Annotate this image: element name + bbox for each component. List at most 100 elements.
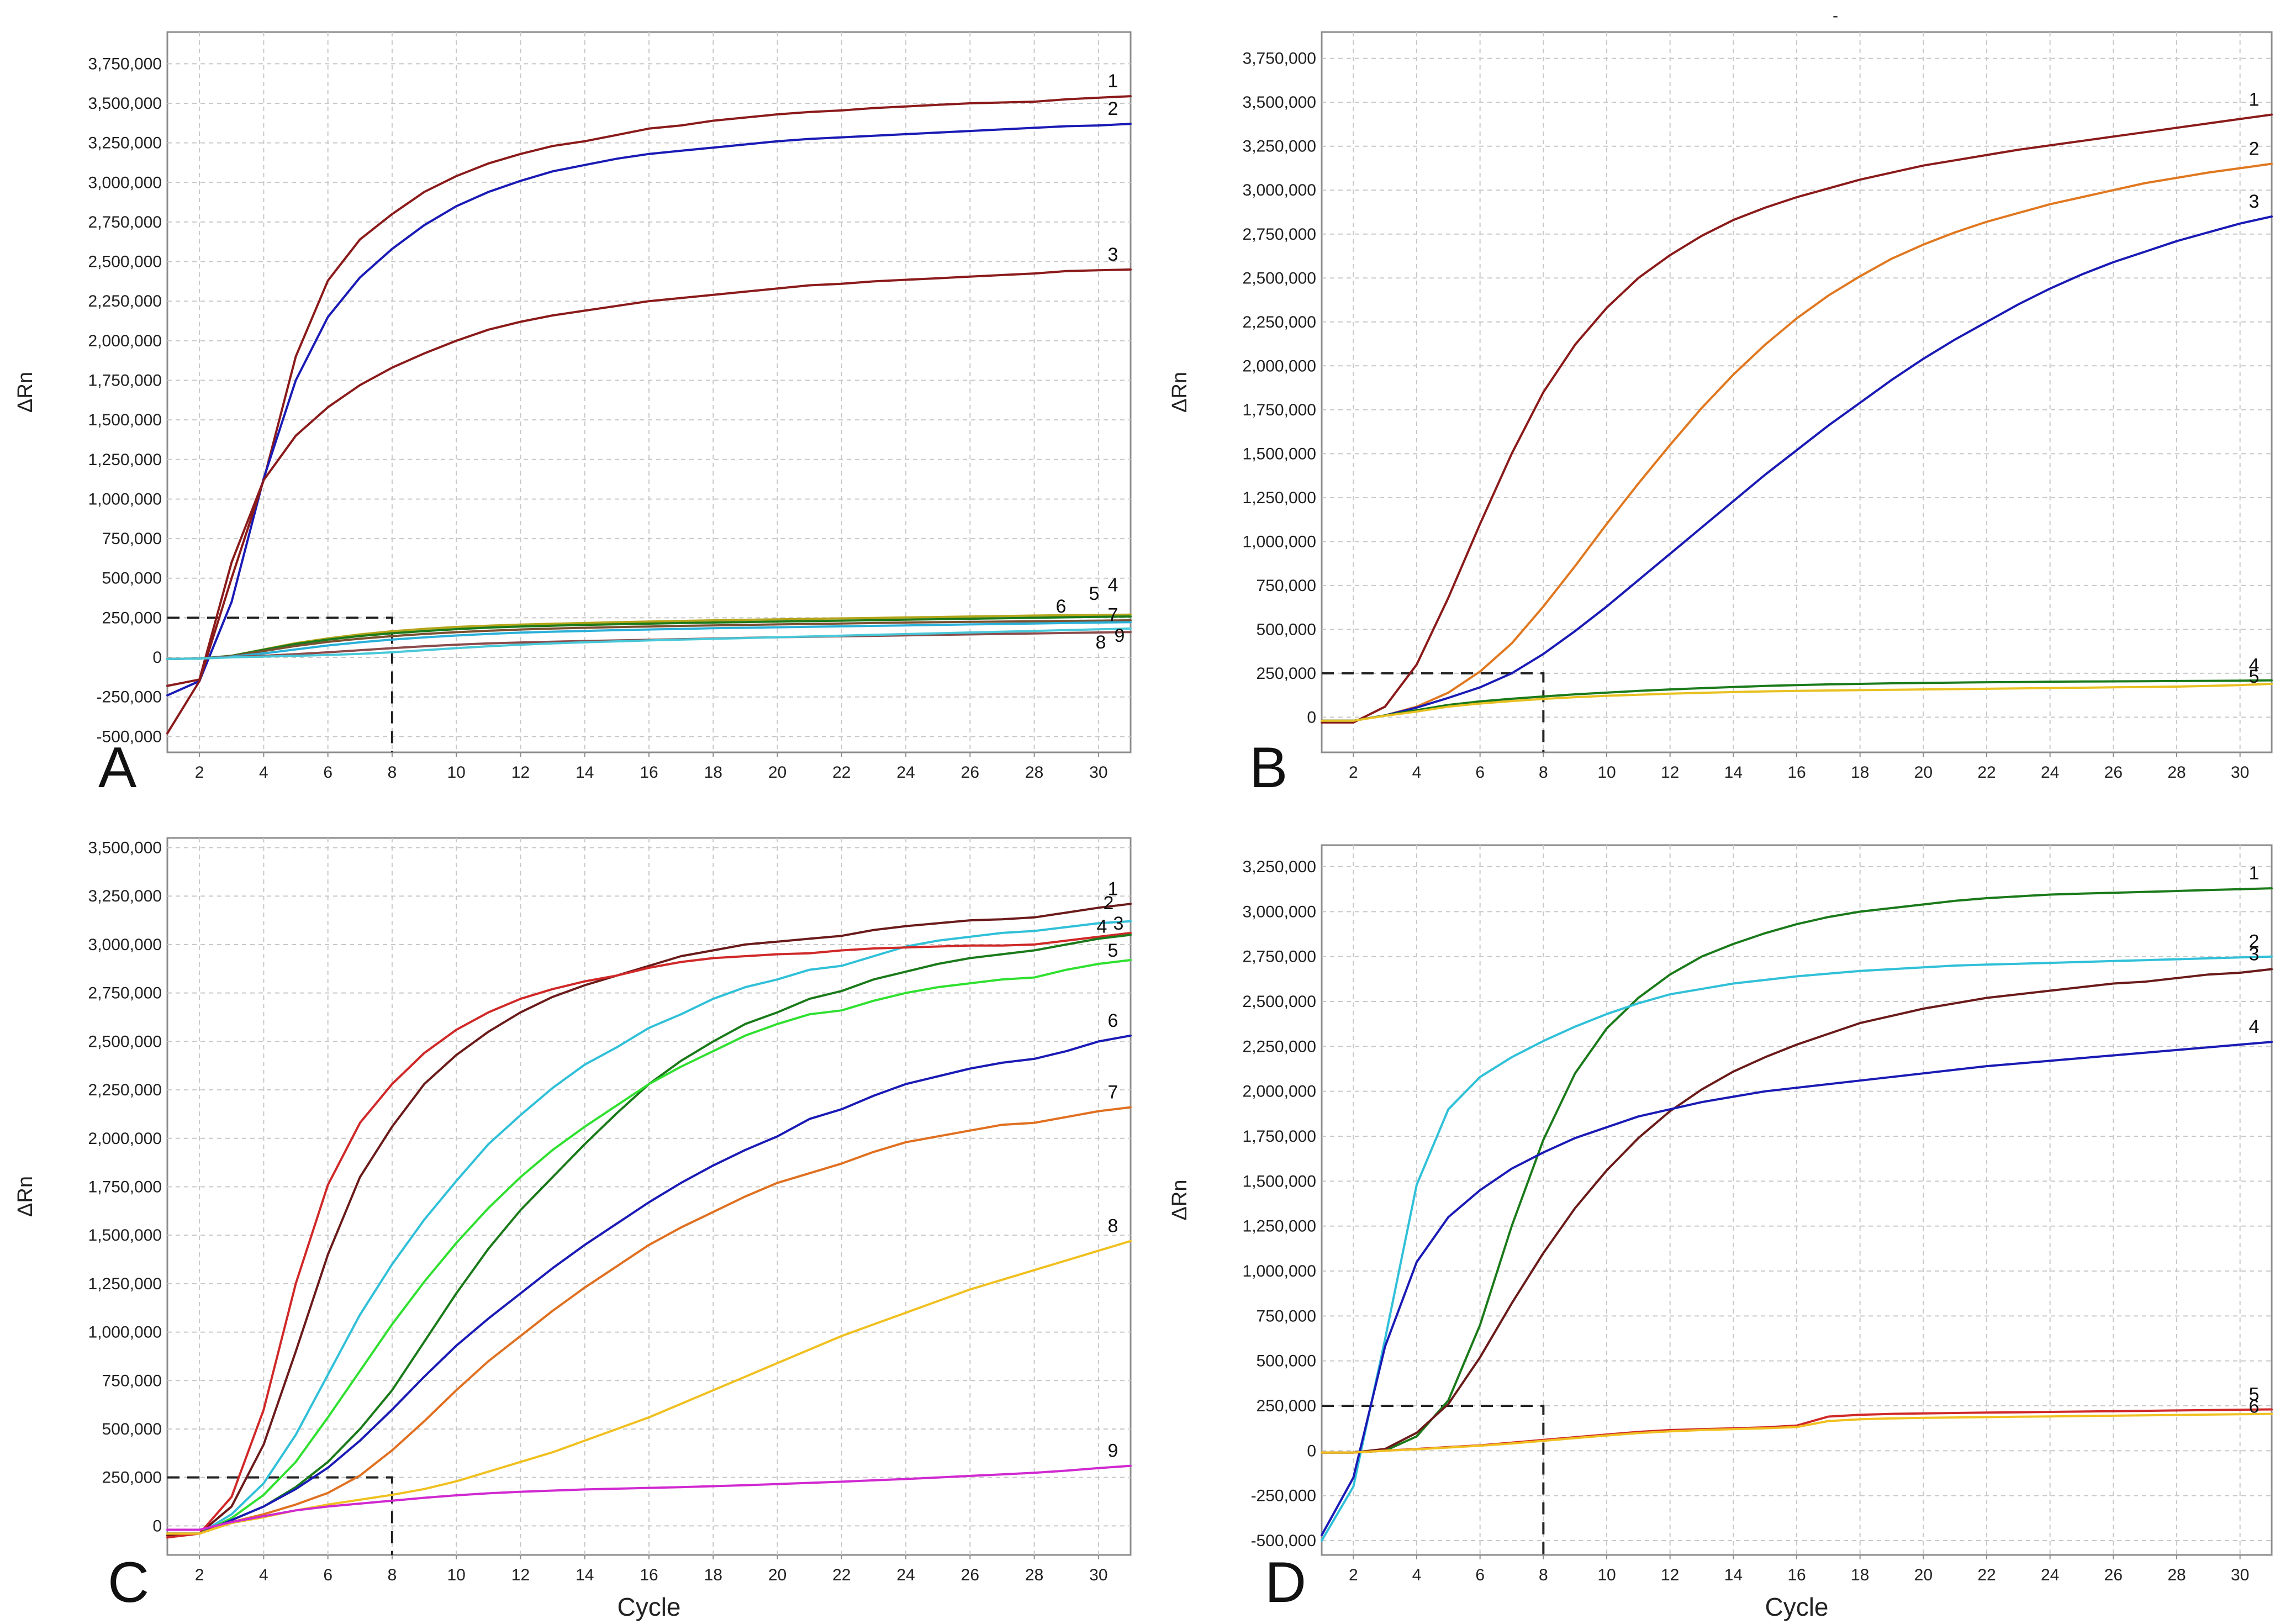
y-tick-label: 500,000 — [102, 1420, 162, 1438]
y-axis-title: ΔRn — [14, 372, 37, 413]
x-tick-label: 2 — [1349, 763, 1358, 782]
y-tick-label: 0 — [1307, 1442, 1316, 1460]
series-label-2: 2 — [2249, 931, 2260, 952]
x-tick-label: 16 — [1787, 763, 1806, 782]
y-tick-label: 3,250,000 — [1243, 858, 1316, 876]
y-tick-label: 3,500,000 — [88, 94, 162, 113]
y-tick-label: 2,500,000 — [1243, 993, 1316, 1011]
y-tick-label: 3,250,000 — [88, 134, 162, 152]
series-line-9 — [166, 1464, 1132, 1531]
series-label-4: 4 — [2249, 655, 2260, 676]
y-axis-title: ΔRn — [14, 1176, 37, 1217]
x-tick-label: 6 — [323, 1566, 332, 1584]
y-tick-label: 1,750,000 — [1243, 401, 1316, 419]
panel-A: -500,000 -250,000 0 250,000 500,000 750,000 1,… — [14, 31, 1132, 800]
y-tick-label: 1,750,000 — [88, 1178, 162, 1196]
x-tick-label: 10 — [1597, 763, 1616, 782]
y-tick-label: 1,000,000 — [88, 1324, 162, 1342]
y-tick-label: 1,250,000 — [1243, 489, 1316, 507]
x-tick-label: 24 — [2041, 763, 2059, 782]
series-line-6 — [166, 619, 1132, 660]
series-line-7 — [166, 1106, 1132, 1535]
y-tick-label: 2,750,000 — [88, 213, 162, 231]
series-line-4 — [1321, 679, 2273, 722]
x-tick-label: 2 — [1349, 1566, 1358, 1584]
x-tick-label: 20 — [1914, 1566, 1933, 1584]
x-tick-label: 16 — [640, 763, 658, 782]
series-line-1 — [1321, 887, 2273, 1454]
x-tick-label: 24 — [2041, 1566, 2059, 1584]
x-tick-label: 8 — [1539, 1566, 1548, 1584]
series-label-1: 1 — [1108, 71, 1118, 92]
x-tick-label: 28 — [1025, 763, 1043, 782]
chart-title: - — [1833, 7, 1838, 25]
y-tick-label: 3,000,000 — [1243, 181, 1316, 199]
series-label-7: 7 — [1108, 604, 1118, 625]
x-tick-label: 28 — [2167, 763, 2186, 782]
x-tick-label: 14 — [1724, 763, 1743, 782]
y-tick-label: 2,000,000 — [88, 1130, 162, 1148]
y-tick-label: 500,000 — [102, 570, 162, 588]
series-label-1: 1 — [2249, 863, 2260, 884]
x-tick-label: 4 — [259, 763, 268, 782]
threshold-line — [1322, 672, 1545, 752]
x-tick-label: 20 — [768, 763, 787, 782]
y-tick-label: 0 — [152, 1517, 162, 1535]
y-tick-label: 250,000 — [1257, 665, 1316, 683]
series-line-1 — [1321, 113, 2273, 724]
y-tick-label: -500,000 — [97, 727, 162, 746]
x-tick-label: 8 — [388, 763, 397, 782]
series-line-5 — [166, 959, 1132, 1535]
y-tick-label: 2,250,000 — [88, 292, 162, 310]
series-label-8: 8 — [1108, 1216, 1118, 1237]
x-tick-label: 8 — [388, 1566, 397, 1584]
series-line-1 — [166, 903, 1132, 1537]
x-tick-label: 26 — [961, 763, 979, 782]
x-tick-label: 4 — [1412, 763, 1422, 782]
series-label-7: 7 — [1108, 1082, 1118, 1103]
y-tick-label: 1,750,000 — [88, 372, 162, 390]
x-tick-label: 22 — [832, 763, 851, 782]
y-tick-label: 750,000 — [102, 530, 162, 548]
y-tick-label: 3,750,000 — [88, 55, 162, 73]
y-tick-label: 250,000 — [102, 609, 162, 627]
x-tick-label: 26 — [961, 1566, 979, 1584]
y-tick-label: 3,000,000 — [1243, 903, 1316, 921]
y-tick-label: 0 — [152, 648, 162, 667]
y-tick-label: 3,250,000 — [1243, 138, 1316, 156]
series-line-3 — [166, 931, 1132, 1539]
series-line-8 — [166, 1240, 1132, 1535]
y-tick-label: 1,750,000 — [1243, 1127, 1316, 1146]
series-line-1 — [166, 95, 1132, 687]
series-label-6: 6 — [1056, 596, 1067, 617]
x-tick-label: 6 — [323, 763, 332, 782]
y-tick-label: 2,250,000 — [1243, 313, 1316, 331]
y-tick-label: 2,500,000 — [88, 253, 162, 271]
x-tick-label: 24 — [896, 763, 915, 782]
series-line-6 — [166, 1034, 1132, 1535]
series-line-6 — [1321, 1412, 2273, 1454]
x-tick-label: 10 — [447, 1566, 466, 1584]
y-tick-label: 3,500,000 — [88, 839, 162, 857]
x-tick-label: 26 — [2104, 763, 2123, 782]
x-tick-label: 2 — [195, 1566, 204, 1584]
series-label-8: 8 — [1096, 632, 1106, 653]
y-tick-label: 3,750,000 — [1243, 50, 1316, 68]
y-tick-label: 3,000,000 — [88, 936, 162, 954]
panel-B: 0 250,000 500,000 750,000 1,000,000 1,250,000… — [1168, 7, 2273, 800]
series-label-6: 6 — [1108, 1010, 1118, 1031]
x-tick-label: 12 — [511, 763, 530, 782]
y-tick-label: 3,250,000 — [88, 887, 162, 905]
x-tick-label: 12 — [1661, 763, 1679, 782]
y-tick-label: 2,500,000 — [1243, 269, 1316, 287]
x-tick-label: 14 — [576, 763, 594, 782]
y-tick-label: 500,000 — [1257, 620, 1316, 639]
x-tick-label: 18 — [704, 763, 722, 782]
x-tick-label: 12 — [511, 1566, 530, 1584]
x-tick-label: 16 — [640, 1566, 658, 1584]
series-label-5: 5 — [2249, 1384, 2260, 1405]
series-line-7 — [166, 621, 1132, 660]
x-tick-label: 6 — [1475, 1566, 1485, 1584]
series-line-4 — [166, 613, 1132, 660]
